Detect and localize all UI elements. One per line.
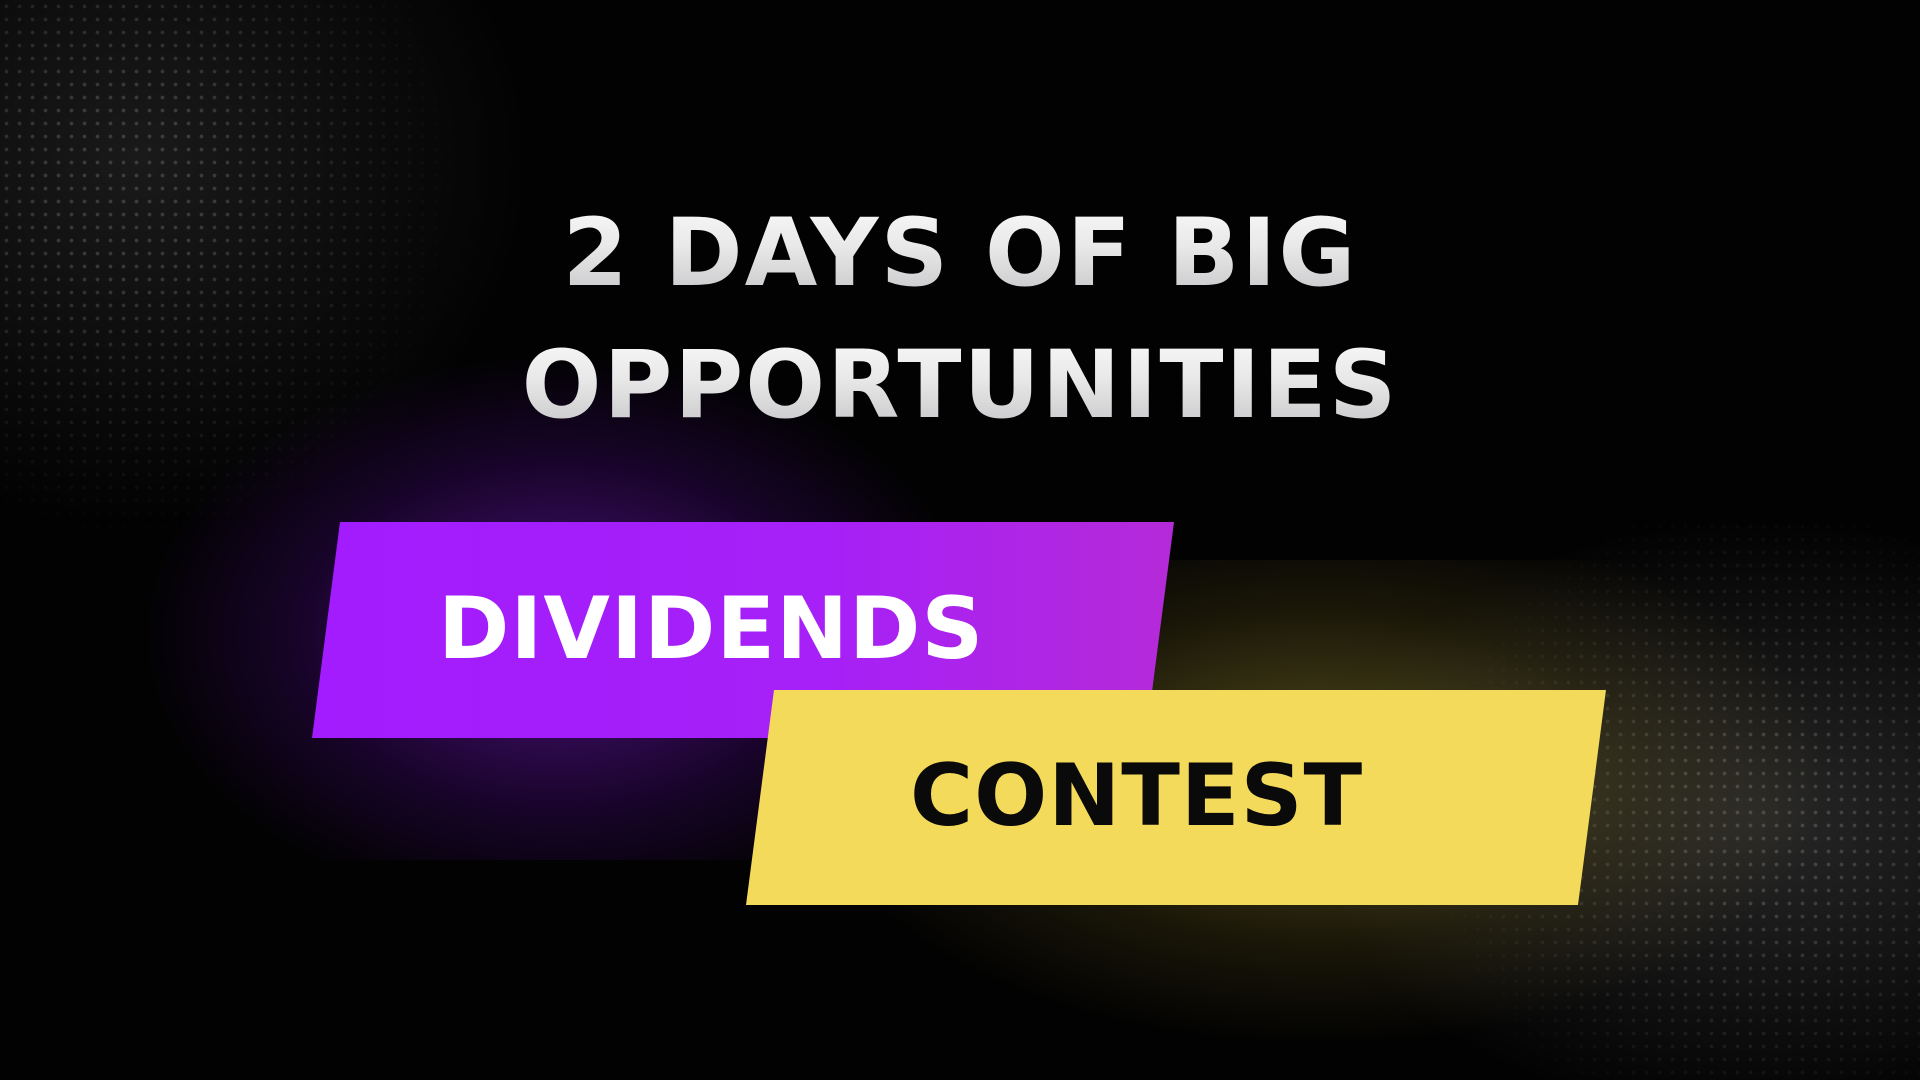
contest-banner: CONTEST — [746, 690, 1606, 905]
contest-label: CONTEST — [910, 745, 1364, 846]
headline-line-2: OPPORTUNITIES — [0, 320, 1920, 452]
headline-line-1: 2 DAYS OF BIG — [0, 188, 1920, 320]
headline: 2 DAYS OF BIG OPPORTUNITIES — [0, 188, 1920, 452]
dividends-label: DIVIDENDS — [438, 579, 985, 679]
